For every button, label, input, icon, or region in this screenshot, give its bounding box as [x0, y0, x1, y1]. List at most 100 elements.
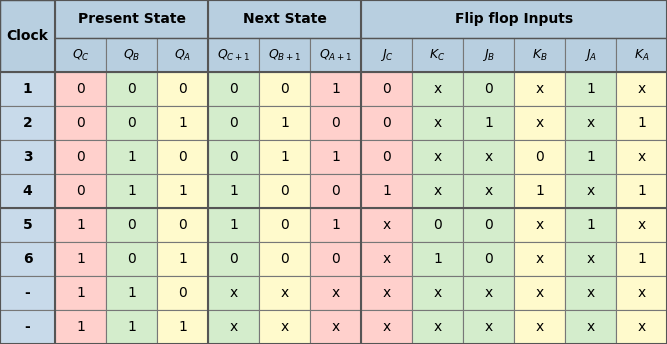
Bar — [616, 242, 667, 276]
Text: x: x — [536, 82, 544, 96]
Text: 0: 0 — [382, 82, 391, 96]
Bar — [565, 72, 616, 106]
Text: 1: 1 — [178, 320, 187, 334]
Text: x: x — [331, 320, 340, 334]
Bar — [565, 208, 616, 242]
Bar — [463, 38, 514, 72]
Text: x: x — [382, 252, 391, 266]
Text: x: x — [586, 320, 594, 334]
Bar — [208, 276, 259, 310]
Text: 0: 0 — [331, 116, 340, 130]
Bar — [463, 106, 514, 140]
Text: 0: 0 — [127, 116, 136, 130]
Text: 1: 1 — [586, 150, 595, 164]
Bar — [310, 174, 361, 208]
Text: -: - — [25, 320, 31, 334]
Bar — [565, 140, 616, 174]
Text: 4: 4 — [23, 184, 33, 198]
Text: 1: 1 — [178, 184, 187, 198]
Bar — [514, 276, 565, 310]
Text: -: - — [25, 286, 31, 300]
Text: x: x — [536, 320, 544, 334]
Text: 3: 3 — [23, 150, 32, 164]
Text: $J_{A}$: $J_{A}$ — [584, 47, 597, 63]
Bar — [361, 310, 412, 344]
Bar — [0, 208, 55, 242]
Text: x: x — [434, 286, 442, 300]
Text: 1: 1 — [586, 218, 595, 232]
Bar — [463, 276, 514, 310]
Text: x: x — [536, 252, 544, 266]
Text: x: x — [331, 286, 340, 300]
Bar — [157, 140, 208, 174]
Text: 1: 1 — [178, 116, 187, 130]
Bar — [208, 38, 259, 72]
Bar — [0, 310, 55, 344]
Bar — [361, 38, 412, 72]
Bar — [310, 242, 361, 276]
Bar — [0, 106, 55, 140]
Bar — [55, 310, 106, 344]
Bar — [157, 174, 208, 208]
Bar — [55, 140, 106, 174]
Bar — [412, 38, 463, 72]
Bar — [412, 174, 463, 208]
Bar — [310, 38, 361, 72]
Bar — [157, 38, 208, 72]
Text: 1: 1 — [229, 218, 238, 232]
Text: x: x — [229, 286, 237, 300]
Bar — [463, 72, 514, 106]
Text: 0: 0 — [127, 82, 136, 96]
Text: 0: 0 — [433, 218, 442, 232]
Bar — [514, 106, 565, 140]
Bar — [259, 174, 310, 208]
Bar — [157, 208, 208, 242]
Bar — [565, 242, 616, 276]
Text: 1: 1 — [229, 184, 238, 198]
Bar — [106, 276, 157, 310]
Bar — [310, 106, 361, 140]
Text: x: x — [536, 116, 544, 130]
Text: x: x — [586, 252, 594, 266]
Bar — [565, 106, 616, 140]
Text: x: x — [484, 150, 493, 164]
Text: x: x — [434, 320, 442, 334]
Bar — [565, 310, 616, 344]
Text: 1: 1 — [280, 150, 289, 164]
Bar — [208, 242, 259, 276]
Text: 1: 1 — [76, 286, 85, 300]
Bar — [361, 208, 412, 242]
Text: x: x — [229, 320, 237, 334]
Text: $Q_{B+1}$: $Q_{B+1}$ — [268, 47, 301, 63]
Bar — [412, 72, 463, 106]
Text: x: x — [280, 320, 289, 334]
Text: 1: 1 — [331, 150, 340, 164]
Text: 0: 0 — [280, 82, 289, 96]
Text: 0: 0 — [535, 150, 544, 164]
Text: 1: 1 — [280, 116, 289, 130]
Text: x: x — [382, 286, 391, 300]
Bar — [106, 242, 157, 276]
Bar — [565, 38, 616, 72]
Text: 0: 0 — [280, 184, 289, 198]
Text: 1: 1 — [382, 184, 391, 198]
Text: 0: 0 — [229, 150, 238, 164]
Bar — [259, 72, 310, 106]
Text: 1: 1 — [127, 150, 136, 164]
Text: 0: 0 — [280, 252, 289, 266]
Bar — [616, 310, 667, 344]
Bar — [514, 208, 565, 242]
Text: x: x — [638, 82, 646, 96]
Text: 0: 0 — [331, 184, 340, 198]
Text: $J_{C}$: $J_{C}$ — [380, 47, 394, 63]
Bar — [157, 310, 208, 344]
Bar — [208, 0, 361, 38]
Bar — [463, 242, 514, 276]
Text: x: x — [484, 286, 493, 300]
Bar — [55, 38, 106, 72]
Bar — [259, 310, 310, 344]
Bar — [514, 140, 565, 174]
Text: Clock: Clock — [7, 29, 49, 43]
Bar — [310, 72, 361, 106]
Bar — [616, 106, 667, 140]
